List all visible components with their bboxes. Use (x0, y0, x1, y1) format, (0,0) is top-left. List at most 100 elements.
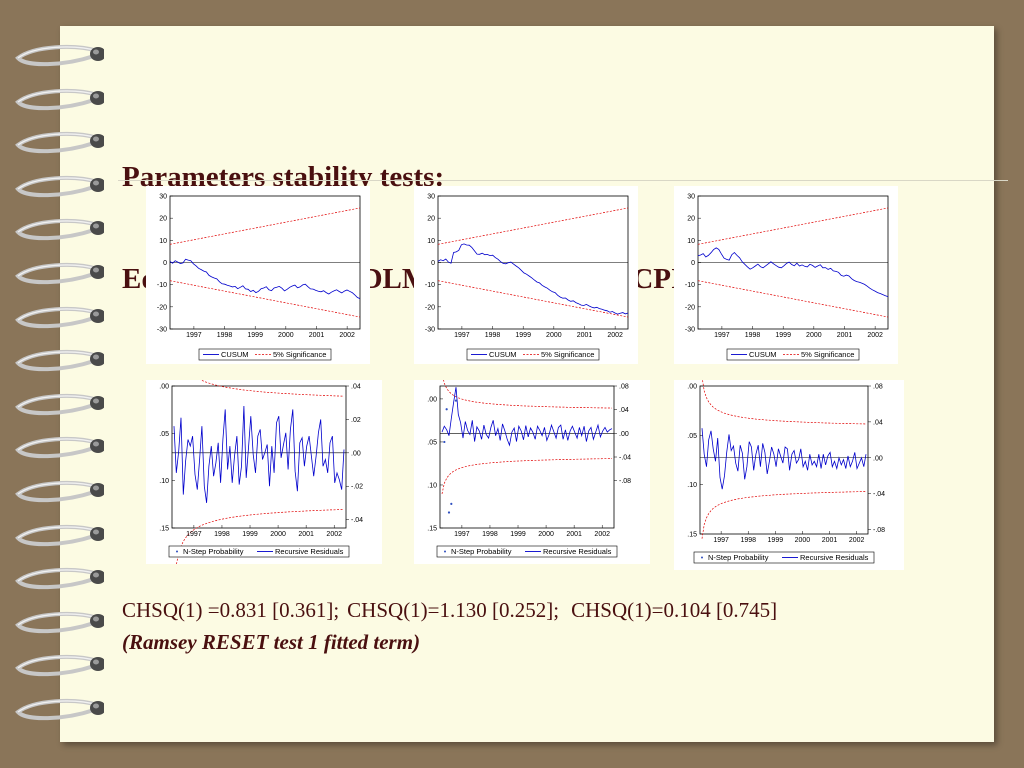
chart-cusum-dlcpi: 30 20 10 0 -10 -20 -30 1997 1998 1999 2000 2001 2002… (674, 186, 898, 364)
x-tick-label: 2002 (849, 537, 865, 544)
right-tick-label: .08 (619, 384, 629, 391)
left-tick-label: .10 (687, 482, 697, 489)
left-tick-label: .15 (427, 526, 437, 533)
right-tick-label: .04 (873, 419, 883, 426)
right-tick-label: -.08 (619, 478, 631, 485)
x-tick-label: 2001 (309, 332, 325, 339)
legend-label-cusum: CUSUM (489, 350, 517, 359)
left-tick-label: .00 (687, 384, 697, 391)
lower-two-se-band (441, 458, 612, 494)
legend-box (198, 348, 332, 361)
y-tick-label: -30 (157, 327, 167, 334)
legend-swatch-probability (444, 550, 446, 553)
plot-frame (171, 385, 347, 529)
legend-swatch-probability (176, 550, 178, 553)
y-tick-label: 0 (691, 260, 695, 267)
binding-ring (14, 42, 106, 72)
x-tick-label: 2002 (326, 531, 342, 538)
x-tick-label: 1997 (454, 332, 470, 339)
left-tick-label: .05 (687, 433, 697, 440)
binding-ring (14, 391, 106, 421)
binding-ring (14, 216, 106, 246)
lower-significance-line (437, 280, 629, 318)
binding-ring (14, 129, 106, 159)
x-tick-label: 2001 (298, 531, 314, 538)
y-tick-label: -30 (425, 327, 435, 334)
lower-two-se-band (176, 509, 345, 564)
x-tick-label: 1998 (745, 332, 761, 339)
binding-ring (14, 260, 106, 290)
legend-label-significance: 5% Significance (541, 350, 594, 359)
x-tick-label: 1999 (247, 332, 263, 339)
n-step-probability-point (454, 399, 458, 402)
x-tick-label: 1997 (186, 531, 202, 538)
x-tick-label: 2000 (270, 531, 286, 538)
right-tick-label: -.08 (873, 527, 885, 534)
x-tick-label: 2000 (795, 537, 811, 544)
binding-ring (14, 652, 106, 682)
cusum-series-line (437, 243, 629, 315)
upper-two-se-band (200, 380, 345, 397)
x-tick-label: 1998 (214, 531, 230, 538)
right-tick-label: .04 (351, 384, 361, 391)
chart-cusum-dly: 30 20 10 0 -10 -20 -30 1997 1998 1999 2000 2001 2002… (146, 186, 370, 364)
left-tick-label: .05 (427, 439, 437, 446)
lower-significance-line (169, 280, 361, 318)
binding-ring (14, 478, 106, 508)
y-tick-label: 20 (687, 216, 695, 223)
ramsey-note: (Ramsey RESET test 1 fitted term) (122, 630, 421, 654)
chart-recursive-dly: .00 .05 .10 .15 .04 .02 .00 -.02 -.04 1997 1998 199… (146, 380, 382, 564)
x-tick-label: 2000 (546, 332, 562, 339)
x-tick-label: 1997 (186, 332, 202, 339)
chi-square-stats: CHSQ(1) =0.831 [0.361]; CHSQ(1)=1.130 [0.… (122, 598, 777, 623)
binding-ring (14, 696, 106, 726)
x-tick-label: 2001 (566, 531, 582, 538)
x-tick-label: 2001 (822, 537, 838, 544)
binding-ring (14, 86, 106, 116)
x-tick-label: 1999 (242, 531, 258, 538)
right-tick-label: .00 (619, 431, 629, 438)
right-tick-label: -.02 (351, 484, 363, 491)
x-tick-label: 2002 (594, 531, 610, 538)
n-step-probability-point (443, 440, 446, 444)
right-tick-label: .00 (351, 450, 361, 457)
n-step-probability-point (445, 408, 448, 411)
plot-frame (699, 385, 869, 535)
stat-dlm2: CHSQ(1)=1.130 [0.252]; (347, 598, 560, 622)
binding-ring (14, 347, 106, 377)
binding-ring (14, 434, 106, 464)
y-tick-label: -30 (685, 327, 695, 334)
x-tick-label: 2000 (806, 332, 822, 339)
legend-label-residuals: Recursive Residuals (800, 553, 869, 562)
y-tick-label: -10 (425, 282, 435, 289)
title-divider (118, 180, 1008, 181)
stat-dly: CHSQ(1) =0.831 [0.361]; (122, 598, 340, 622)
cusum-series-line (169, 258, 361, 299)
legend-label-significance: 5% Significance (801, 350, 854, 359)
y-tick-label: 10 (159, 238, 167, 245)
recursive-residuals-line (441, 387, 613, 447)
left-tick-label: .15 (687, 532, 697, 539)
x-tick-label: 2002 (339, 332, 355, 339)
legend-label-probability: N-Step Probability (451, 547, 512, 556)
right-tick-label: .04 (619, 407, 629, 414)
y-tick-label: 30 (159, 194, 167, 201)
x-tick-label: 1998 (740, 537, 756, 544)
x-tick-label: 2001 (577, 332, 593, 339)
chart-recursive-dlcpi: .00 .05 .10 .15 .08 .04 .00 -.04 -.08 1997 1998 199… (674, 380, 904, 570)
recursive-residuals-line (173, 405, 345, 503)
x-tick-label: 2001 (837, 332, 853, 339)
x-tick-label: 2000 (538, 531, 554, 538)
n-step-probability-point (447, 511, 451, 514)
y-tick-label: -10 (685, 282, 695, 289)
chart-cusum-dlm2: 30 20 10 0 -10 -20 -30 1997 1998 1999 2000 2001 2002… (414, 186, 638, 364)
upper-significance-line (169, 207, 361, 245)
stat-dlcpi: CHSQ(1)=0.104 [0.745] (571, 598, 778, 622)
upper-two-se-band (702, 380, 867, 425)
left-tick-label: .00 (159, 384, 169, 391)
binding-ring (14, 609, 106, 639)
y-tick-label: -10 (157, 282, 167, 289)
y-tick-label: -20 (157, 304, 167, 311)
right-tick-label: -.04 (351, 517, 363, 524)
left-tick-label: .05 (159, 431, 169, 438)
